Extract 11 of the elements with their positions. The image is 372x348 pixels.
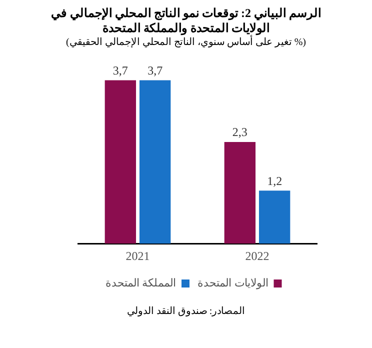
data-label: 3,7 (148, 63, 163, 78)
legend-label: الولايات المتحدة (198, 277, 268, 290)
data-label: 3,7 (112, 63, 128, 78)
text: المصادر: صندوق النقد الدولي (126, 305, 246, 317)
data-label: 2,3 (232, 125, 248, 140)
chart-title: الرسم البياني 2: توقعات نمو الناتج المحلي الإجمالي في الولايات المتحدة والمملكة المتحدة (50, 6, 322, 36)
x-tick-label: 2022 (245, 248, 270, 263)
data-label: 1,2 (267, 174, 282, 188)
chart-subtitle: (% تغير على أساس سنوي، الناتج المحلي الإجمالي الحقيقي) (65, 37, 307, 49)
x-tick-label: 2021 (126, 248, 150, 263)
legend-label: المملكة المتحدة (105, 277, 176, 290)
